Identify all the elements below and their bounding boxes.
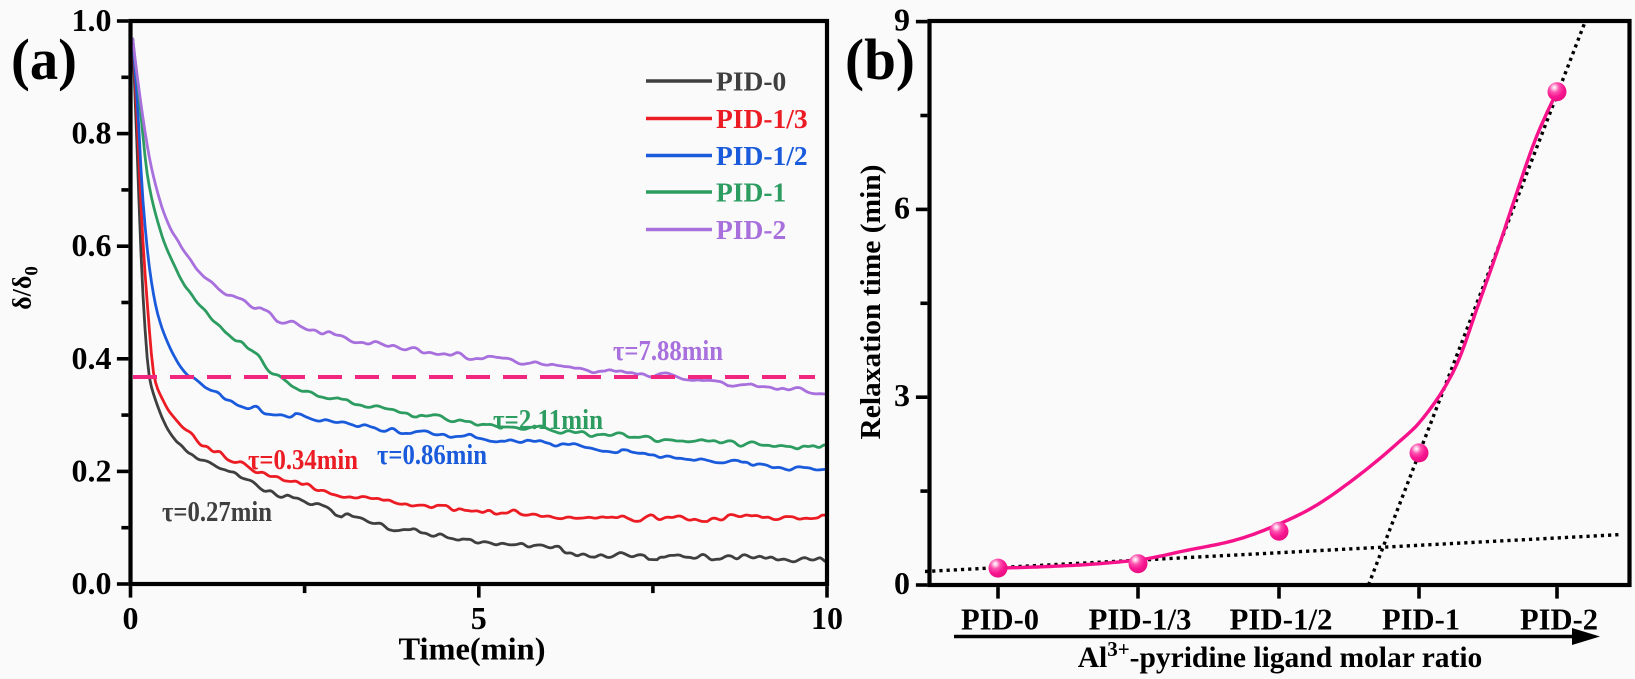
svg-text:τ=0.34min: τ=0.34min <box>248 445 358 476</box>
svg-text:0.4: 0.4 <box>72 340 112 376</box>
svg-text:(b): (b) <box>845 27 915 92</box>
svg-text:Time(min): Time(min) <box>399 632 546 667</box>
svg-text:τ=7.88min: τ=7.88min <box>613 336 723 367</box>
svg-text:PID-1/3: PID-1/3 <box>1089 602 1192 637</box>
svg-text:τ=0.86min: τ=0.86min <box>377 440 487 471</box>
svg-text:0.8: 0.8 <box>72 115 112 151</box>
svg-text:PID-1: PID-1 <box>716 177 786 208</box>
svg-text:0: 0 <box>894 565 910 601</box>
svg-text:PID-1/2: PID-1/2 <box>716 140 808 171</box>
svg-text:5: 5 <box>471 600 487 636</box>
svg-text:PID-0: PID-0 <box>716 66 786 97</box>
svg-text:0.0: 0.0 <box>72 565 112 601</box>
svg-text:PID-2: PID-2 <box>716 214 786 245</box>
svg-text:PID-1: PID-1 <box>1382 602 1460 637</box>
svg-text:9: 9 <box>894 2 910 38</box>
svg-text:10: 10 <box>811 600 843 636</box>
svg-text:0.6: 0.6 <box>72 227 112 263</box>
svg-text:0.2: 0.2 <box>72 452 112 488</box>
svg-text:Al3+-pyridine ligand molar rat: Al3+-pyridine ligand molar ratio <box>1078 637 1483 674</box>
svg-text:0: 0 <box>123 600 139 636</box>
svg-text:6: 6 <box>894 189 910 225</box>
svg-text:PID-1/2: PID-1/2 <box>1230 602 1333 637</box>
svg-text:PID-2: PID-2 <box>1520 602 1598 637</box>
svg-text:1.0: 1.0 <box>72 2 112 38</box>
svg-text:(a): (a) <box>11 27 77 92</box>
svg-text:τ=2.11min: τ=2.11min <box>493 405 603 436</box>
svg-text:PID-0: PID-0 <box>961 602 1039 637</box>
svg-text:τ=0.27min: τ=0.27min <box>162 497 272 528</box>
svg-text:3: 3 <box>894 377 910 413</box>
svg-text:Relaxation time (min): Relaxation time (min) <box>855 165 887 440</box>
svg-text:PID-1/3: PID-1/3 <box>716 103 808 134</box>
